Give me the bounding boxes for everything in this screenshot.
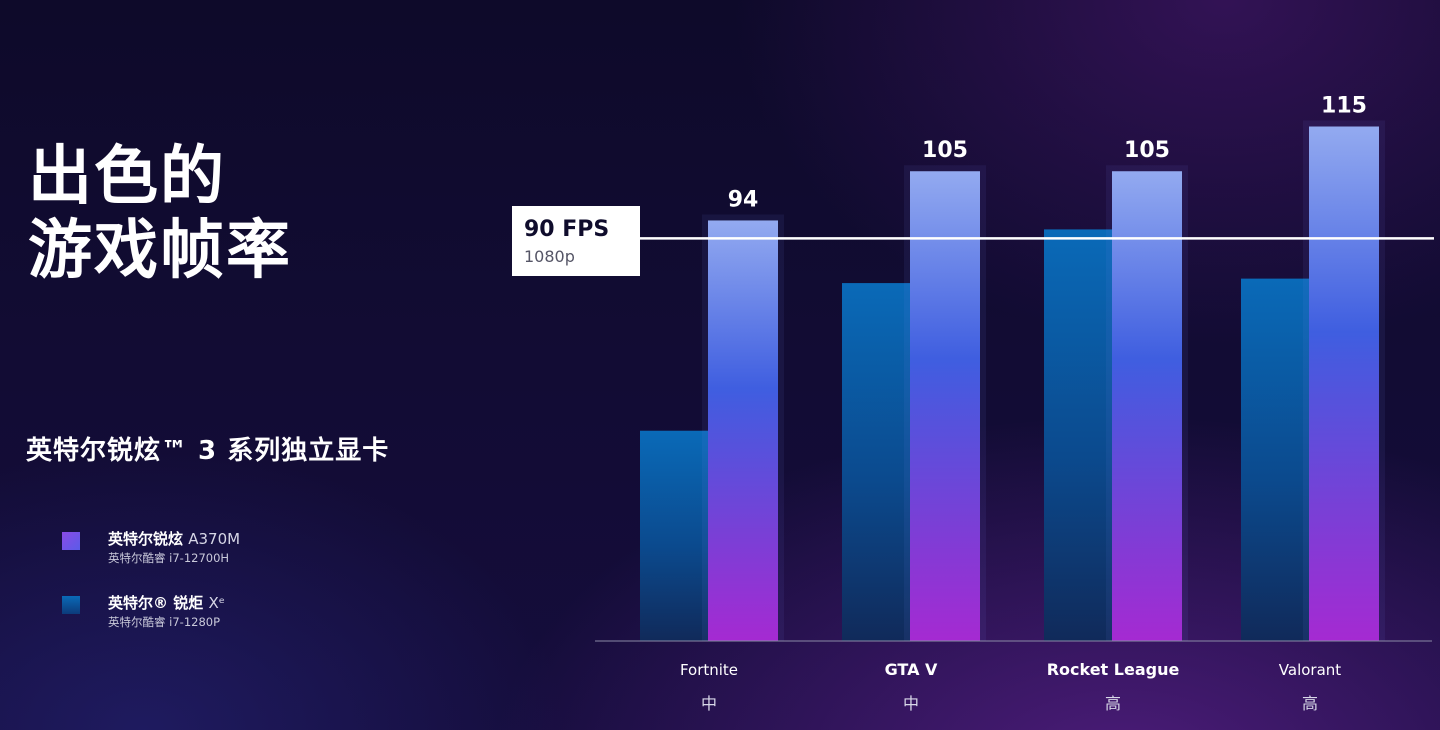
legend-cpu: 英特尔酷睿 i7-1280P — [108, 615, 221, 629]
bar-xe-1 — [842, 283, 912, 641]
value-label: 115 — [1321, 94, 1367, 119]
value-label: 94 — [728, 187, 759, 212]
legend-model: A370M — [188, 530, 241, 548]
reference-sublabel: 1080p — [524, 247, 575, 266]
bar-a370m-1 — [910, 171, 980, 641]
bar-xe-0 — [640, 430, 710, 641]
setting-label: 中 — [701, 694, 717, 713]
setting-label: 高 — [1105, 694, 1121, 713]
legend-swatch-xe — [62, 596, 80, 614]
legend-label: 英特尔® 锐炬 Xᵉ — [108, 592, 225, 613]
bar-xe-2 — [1044, 229, 1114, 641]
bar-a370m-3 — [1309, 126, 1379, 641]
legend-swatch-a370m — [62, 532, 80, 550]
category-label: Fortnite — [680, 661, 738, 679]
reference-label: 90 FPS — [524, 217, 609, 242]
value-label: 105 — [922, 138, 968, 163]
legend-name: 英特尔锐炫 — [108, 530, 184, 548]
legend-label: 英特尔锐炫 A370M — [108, 528, 240, 549]
category-label: Valorant — [1279, 661, 1341, 679]
setting-label: 中 — [903, 694, 919, 713]
legend-model: Xᵉ — [208, 594, 225, 612]
reference-label-box — [512, 206, 640, 276]
headline-line-1: 出色的 — [28, 140, 226, 214]
headline: 出色的 游戏帧率 — [28, 140, 292, 288]
subtitle: 英特尔锐炫™ 3 系列独立显卡 — [26, 436, 390, 466]
headline-line-2: 游戏帧率 — [28, 214, 292, 288]
bar-a370m-2 — [1112, 171, 1182, 641]
bar-xe-3 — [1241, 278, 1311, 641]
bar-a370m-0 — [708, 220, 778, 641]
legend-cpu: 英特尔酷睿 i7-12700H — [108, 551, 230, 565]
value-label: 105 — [1124, 138, 1170, 163]
category-label: Rocket League — [1047, 660, 1180, 679]
legend-name: 英特尔® 锐炬 — [108, 594, 204, 612]
category-label: GTA V — [885, 660, 938, 679]
setting-label: 高 — [1302, 694, 1318, 713]
